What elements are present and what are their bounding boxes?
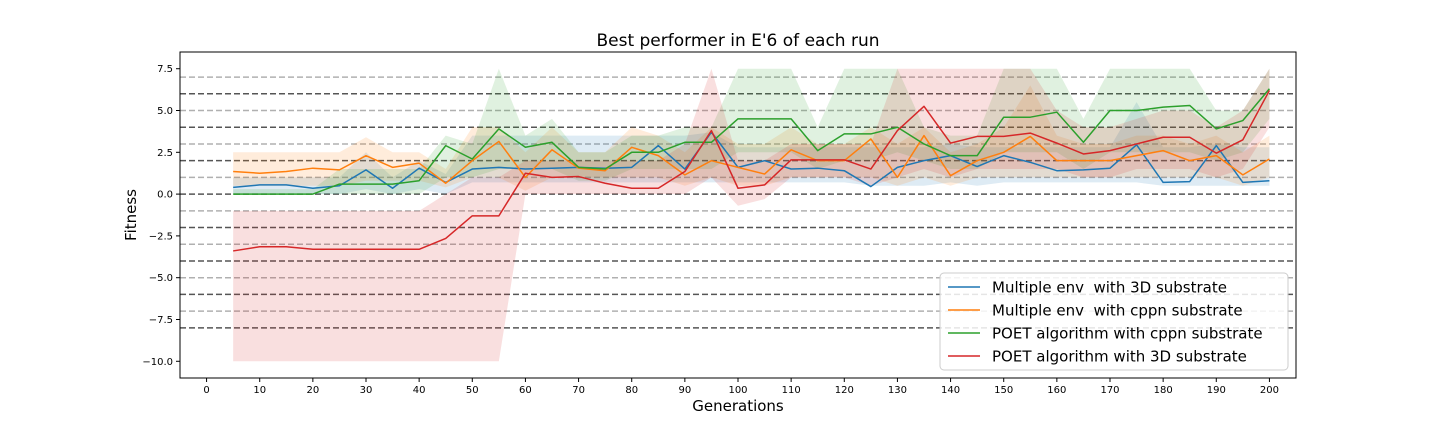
band-series-2 [233,68,1270,195]
y-tick-label-0: −10.0 [142,357,173,368]
band-series-3 [233,68,1270,362]
y-axis-label: Fitness [122,189,140,241]
x-tick-label-18: 180 [1154,385,1173,396]
legend-label-3: POET algorithm with 3D substrate [992,348,1247,366]
x-tick-label-2: 20 [306,385,319,396]
line-series-0 [233,131,1270,190]
line-series-2 [233,88,1271,195]
x-axis-label: Generations [692,397,784,415]
x-tick-label-0: 0 [203,385,209,396]
chart-title: Best performer in E'6 of each run [596,31,879,51]
legend-label-1: Multiple env with cppn substrate [992,302,1243,320]
x-tick-label-7: 70 [572,385,585,396]
x-tick-label-9: 90 [678,385,691,396]
x-tick-label-1: 10 [253,385,266,396]
legend-box [939,272,1289,371]
y-tick-label-2: −5.0 [149,273,173,284]
series-lines [233,88,1271,252]
y-tick-label-1: −7.5 [149,315,173,326]
legend-label-0: Multiple env with 3D substrate [992,279,1227,297]
x-tick-label-13: 130 [888,385,907,396]
y-tick-label-7: 7.5 [157,64,173,75]
line-series-1 [233,134,1270,184]
x-tick-label-19: 190 [1207,385,1226,396]
band-series-0 [233,102,1270,195]
line-series-3 [233,90,1271,252]
x-tick-label-16: 160 [1047,385,1066,396]
x-axis: 0 10 20 30 40 50 60 70 80 90 100 110 120 130 140 150 160… [203,378,1279,396]
legend: Multiple env with 3D substrate Multiple e… [939,272,1289,371]
x-tick-label-11: 110 [782,385,801,396]
x-tick-label-6: 60 [519,385,532,396]
x-tick-label-8: 80 [625,385,638,396]
x-tick-label-15: 150 [994,385,1013,396]
x-tick-label-4: 40 [413,385,426,396]
x-tick-label-20: 200 [1260,385,1279,396]
y-tick-label-4: 0.0 [157,190,173,201]
x-tick-label-17: 170 [1100,385,1119,396]
confidence-bands [233,68,1270,362]
y-axis: −10.0 −7.5 −5.0 −2.5 0.0 2.5 5.0 7.5 [142,64,180,368]
band-series-1 [233,85,1270,191]
y-tick-label-3: −2.5 [149,231,173,242]
x-tick-label-12: 120 [835,385,854,396]
legend-label-2: POET algorithm with cppn substrate [992,325,1263,343]
x-tick-label-10: 100 [728,385,747,396]
y-tick-label-6: 5.0 [157,106,173,117]
y-tick-label-5: 2.5 [157,148,173,159]
x-tick-label-3: 30 [360,385,373,396]
x-tick-label-14: 140 [941,385,960,396]
x-tick-label-5: 50 [466,385,479,396]
